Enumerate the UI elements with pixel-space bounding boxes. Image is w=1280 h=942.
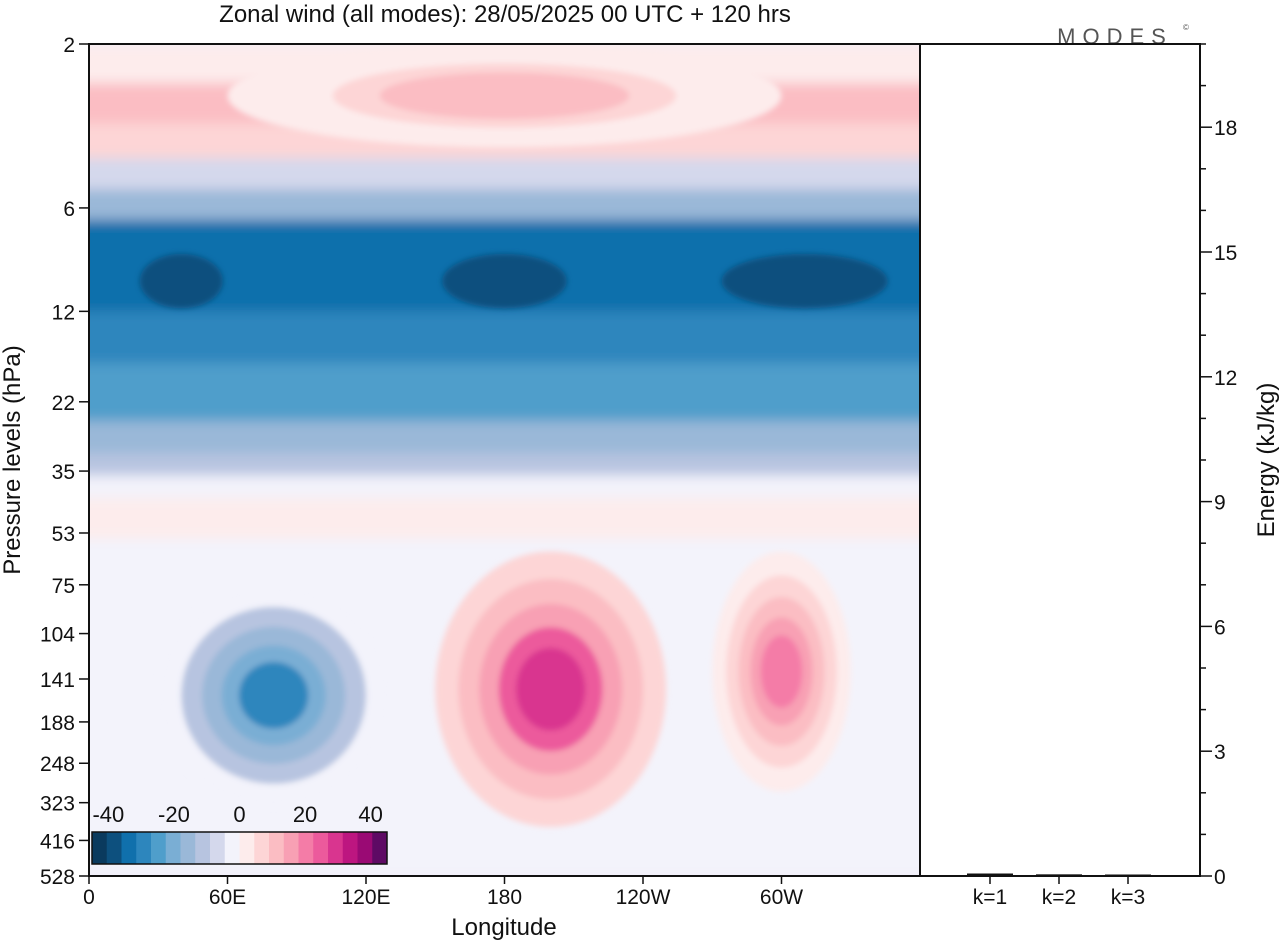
colorbar-tick-label: 20 <box>293 802 317 827</box>
colorbar-swatch <box>298 832 314 864</box>
plot-axes: 2 6 12 22 35 53 75 104 141 188 248 323 416 528 0 60E 120… <box>40 34 921 909</box>
x-tick-label: 120W <box>616 886 671 909</box>
y-tick-label: 12 <box>52 301 75 324</box>
x-axis-label: Longitude <box>451 914 556 941</box>
y-tick-label: 248 <box>40 753 75 776</box>
energy-panel: 0 3 6 9 12 15 18 k=1 k=2 k=3 <box>919 43 1237 909</box>
y-tick-label: 323 <box>40 793 75 816</box>
y-tick-label: 35 <box>52 461 75 484</box>
y-tick-label: 22 <box>52 392 75 415</box>
chart-title: Zonal wind (all modes): 28/05/2025 00 UT… <box>219 1 791 28</box>
colorbar-tick-label: 40 <box>358 802 382 827</box>
energy-category-label: k=3 <box>1111 886 1145 909</box>
energy-category-label: k=2 <box>1042 886 1076 909</box>
colorbar-swatch <box>357 832 373 864</box>
colorbar-swatch <box>121 832 137 864</box>
zonal-wind-field <box>89 44 920 876</box>
colorbar-swatch <box>106 832 122 864</box>
colorbar-tick-label: -20 <box>158 802 190 827</box>
energy-tick-label: 3 <box>1214 741 1226 764</box>
colorbar-swatch <box>195 832 211 864</box>
y-tick-label: 104 <box>40 624 75 647</box>
y-axis-label: Pressure levels (hPa) <box>0 345 26 574</box>
colorbar-swatch <box>239 832 255 864</box>
colorbar-tick-label: 0 <box>233 802 245 827</box>
energy-category-label: k=1 <box>973 886 1007 909</box>
colorbar-swatch <box>151 832 167 864</box>
y-tick-label: 75 <box>52 575 75 598</box>
colorbar-swatch <box>180 832 196 864</box>
colorbar-swatch <box>283 832 299 864</box>
y-tick-label: 416 <box>40 830 75 853</box>
colorbar-swatch <box>269 832 285 864</box>
energy-axis-label: Energy (kJ/kg) <box>1253 383 1280 538</box>
energy-tick-label: 15 <box>1214 242 1237 265</box>
energy-tick-label: 9 <box>1214 492 1226 515</box>
energy-tick-label: 6 <box>1214 616 1226 639</box>
x-tick-label: 0 <box>83 886 95 909</box>
x-tick-label: 120E <box>341 886 390 909</box>
energy-bar <box>1036 874 1082 876</box>
colorbar: -40 -20 0 20 40 <box>91 802 388 865</box>
y-tick-label: 188 <box>40 712 75 735</box>
colorbar-swatch <box>254 832 270 864</box>
svg-text:©: © <box>1183 23 1189 32</box>
x-tick-label: 180 <box>487 886 522 909</box>
energy-tick-label: 18 <box>1214 117 1237 140</box>
colorbar-swatch <box>165 832 181 864</box>
x-tick-label: 60E <box>209 886 246 909</box>
colorbar-swatch <box>328 832 344 864</box>
y-tick-label: 2 <box>63 34 75 57</box>
y-tick-label: 528 <box>40 866 75 889</box>
energy-bar <box>967 873 1013 876</box>
x-tick-label: 60W <box>760 886 803 909</box>
energy-tick-label: 12 <box>1214 367 1237 390</box>
y-tick-label: 141 <box>40 669 75 692</box>
colorbar-swatch <box>313 832 329 864</box>
colorbar-swatch <box>224 832 240 864</box>
colorbar-swatch <box>210 832 226 864</box>
colorbar-swatch <box>92 832 108 864</box>
y-tick-label: 53 <box>52 523 75 546</box>
y-tick-label: 6 <box>63 198 75 221</box>
colorbar-swatch <box>342 832 358 864</box>
colorbar-swatch <box>372 832 388 864</box>
colorbar-swatch <box>136 832 152 864</box>
energy-tick-label: 0 <box>1214 866 1226 889</box>
colorbar-tick-label: -40 <box>92 802 124 827</box>
energy-bar <box>1105 874 1151 876</box>
